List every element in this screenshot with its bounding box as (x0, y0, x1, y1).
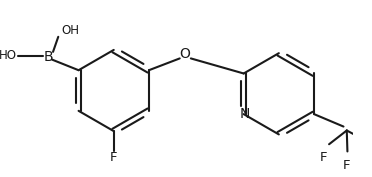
Text: N: N (240, 107, 250, 121)
Text: F: F (110, 152, 118, 164)
Text: O: O (180, 47, 190, 61)
Text: F: F (343, 159, 350, 172)
Text: F: F (320, 152, 328, 164)
Text: B: B (44, 50, 53, 64)
Text: HO: HO (0, 49, 17, 62)
Text: OH: OH (61, 24, 80, 37)
